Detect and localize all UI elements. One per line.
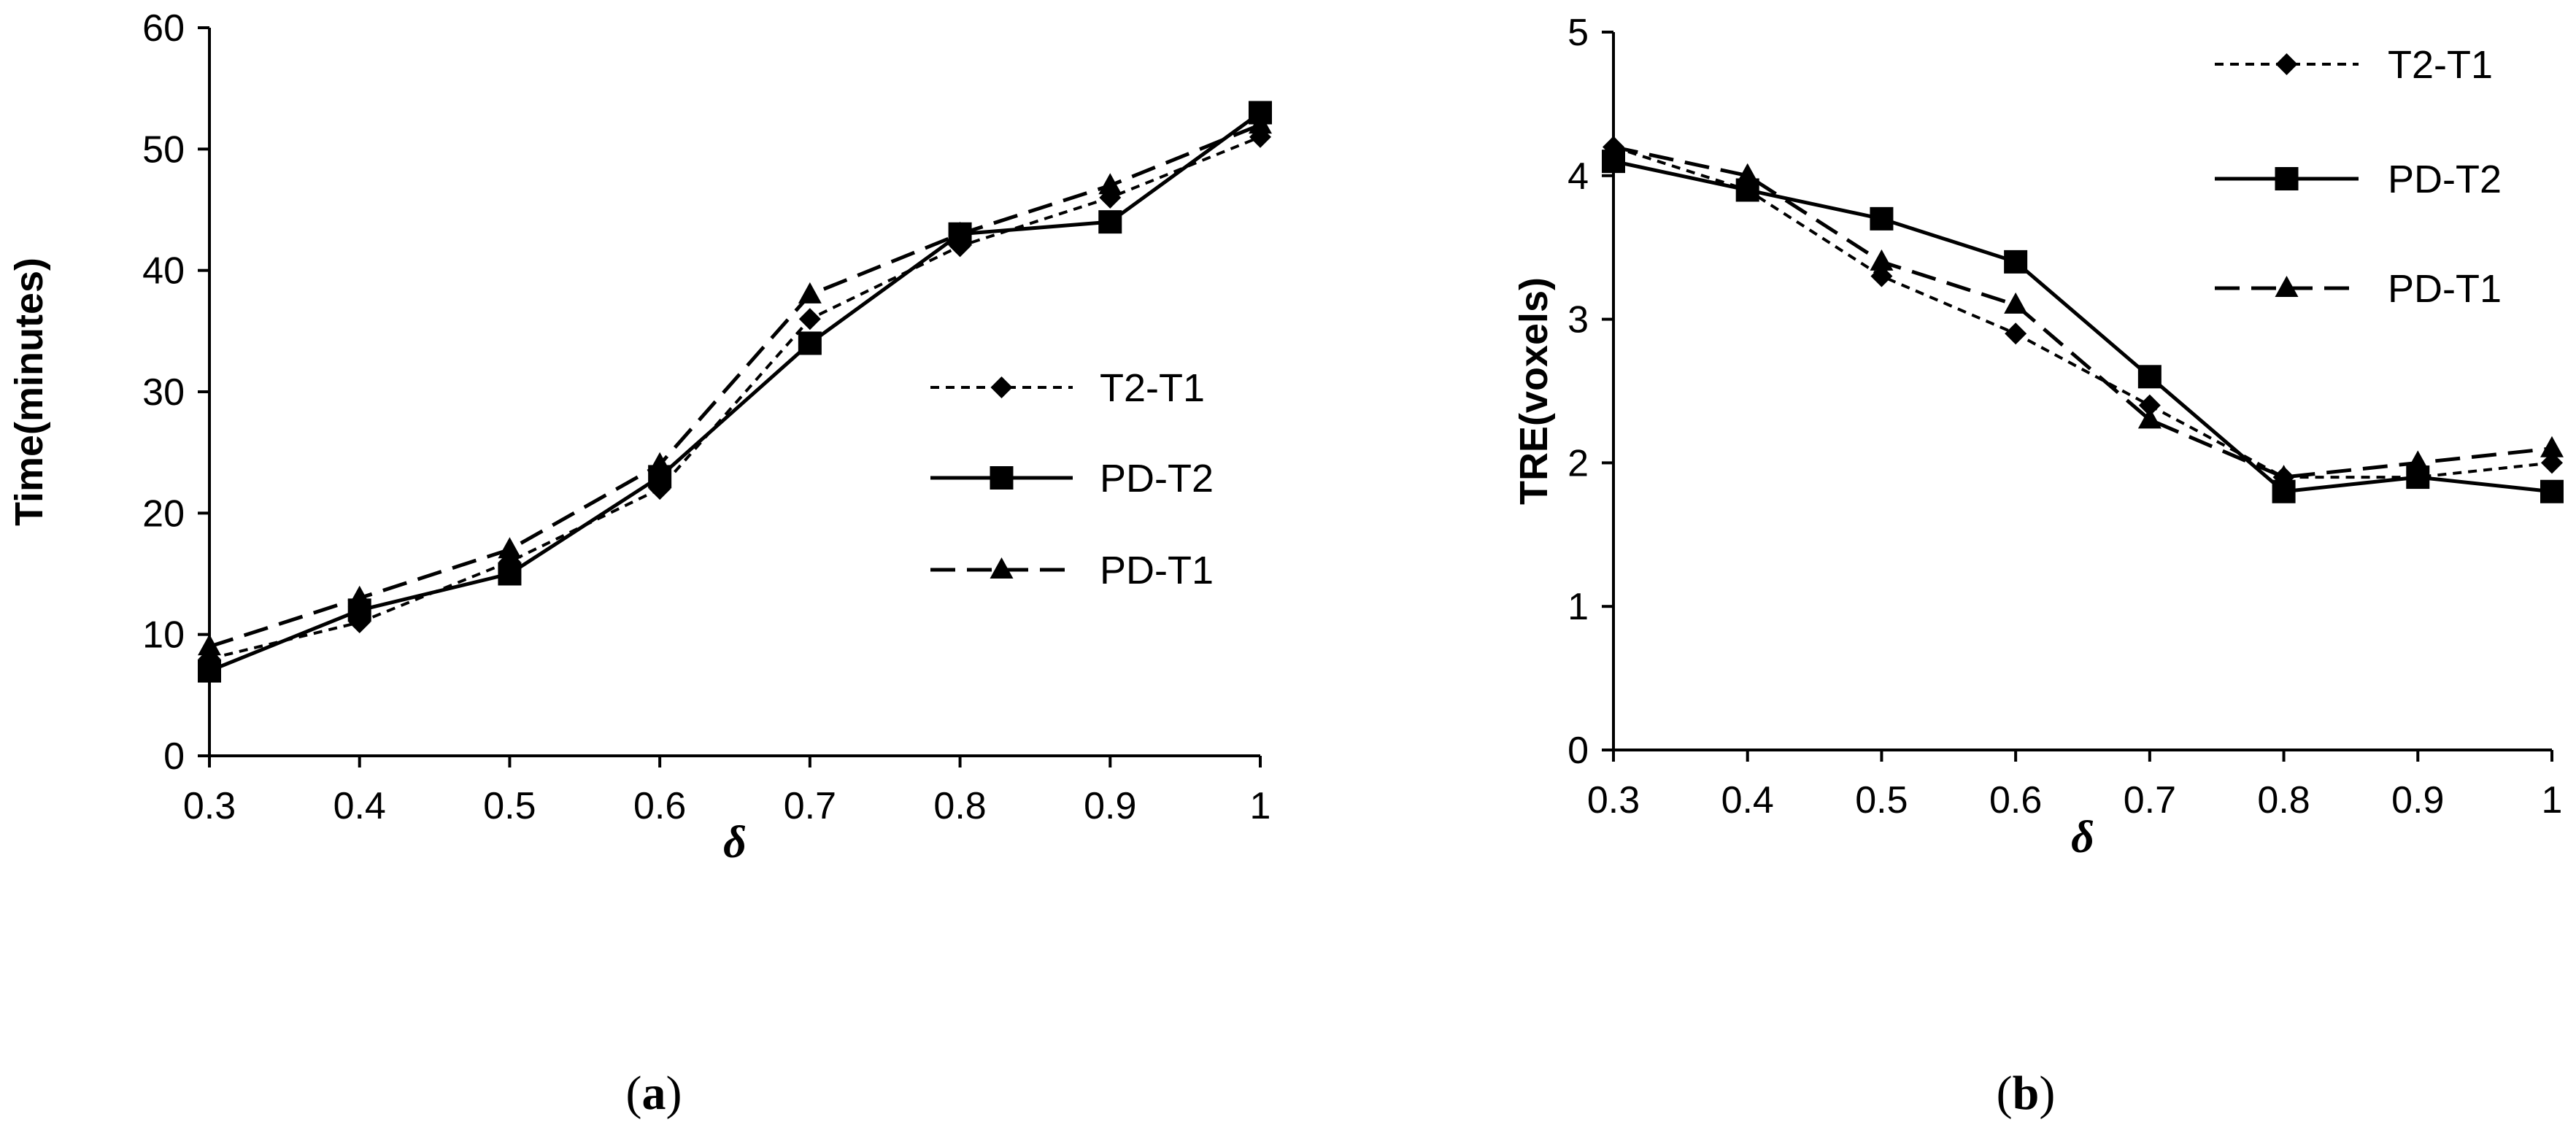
data-point-square xyxy=(2540,479,2564,503)
x-tick-label: 0.9 xyxy=(1084,785,1136,827)
data-point-diamond xyxy=(2541,452,2563,474)
panel-caption-b: (b) xyxy=(1997,1067,2056,1120)
x-tick-label: 0.3 xyxy=(183,785,236,827)
y-tick-label: 50 xyxy=(142,128,185,171)
y-tick-label: 0 xyxy=(163,735,185,778)
legend-marker-square xyxy=(2275,167,2299,190)
data-point-triangle xyxy=(1098,173,1122,195)
y-tick-label: 30 xyxy=(142,371,185,414)
series-PD-T1 xyxy=(1602,134,2564,487)
legend: T2-T1 PD-T2 PD-T1 xyxy=(2215,43,2502,311)
series-line xyxy=(209,111,1262,673)
legend-label: PD-T1 xyxy=(1100,549,1214,592)
series-line xyxy=(1613,159,2553,494)
legend-label: T2-T1 xyxy=(2388,43,2493,87)
legend-entry: PD-T2 xyxy=(930,457,1214,500)
data-point-triangle xyxy=(1870,249,1894,271)
y-tick-label: 5 xyxy=(1567,12,1589,54)
series-PD-T2 xyxy=(1602,150,2564,503)
x-tick-label: 0.8 xyxy=(933,785,986,827)
series-line xyxy=(209,123,1261,649)
chart-b: 0 1 2 3 4 5 0.3 0.4 0.5 0.6 0.7 0.8 0.9 1 TRE(voxels) δ… xyxy=(1512,12,2564,862)
x-tick-label: 1 xyxy=(2542,779,2563,821)
x-tick-label: 0.8 xyxy=(2257,779,2310,821)
series-PD-T1 xyxy=(198,112,1272,656)
y-tick-label: 1 xyxy=(1567,586,1589,628)
data-point-square xyxy=(198,659,221,683)
data-point-triangle xyxy=(498,537,522,559)
y-tick-label: 0 xyxy=(1567,730,1589,772)
data-point-diamond xyxy=(2005,322,2027,345)
legend-entry: T2-T1 xyxy=(930,366,1205,410)
x-tick-label: 0.4 xyxy=(1721,779,1774,821)
x-tick-label: 1 xyxy=(1250,785,1271,827)
legend-label: PD-T1 xyxy=(2388,267,2502,311)
data-point-square xyxy=(498,562,522,586)
data-point-triangle xyxy=(648,452,672,473)
data-point-triangle xyxy=(948,221,972,243)
data-point-diamond xyxy=(1870,265,1893,287)
data-point-triangle xyxy=(2272,465,2296,487)
x-axis-title: δ xyxy=(2071,813,2094,862)
y-tick-label: 3 xyxy=(1567,299,1589,341)
x-tick-label: 0.6 xyxy=(633,785,686,827)
legend-entry: PD-T1 xyxy=(2215,267,2502,311)
y-tick-label: 2 xyxy=(1567,442,1589,484)
legend-marker-diamond xyxy=(2275,53,2298,75)
y-tick-label: 60 xyxy=(142,7,185,50)
legend-marker-triangle xyxy=(990,557,1014,579)
y-axis-title: TRE(voxels) xyxy=(1512,277,1556,505)
series-line xyxy=(1613,144,2553,479)
panel-caption-a: (a) xyxy=(626,1067,682,1120)
legend-label: T2-T1 xyxy=(1100,366,1205,410)
legend-marker-diamond xyxy=(990,376,1013,398)
series-line xyxy=(1613,145,2553,479)
data-point-triangle xyxy=(1602,134,1625,156)
y-tick-label: 40 xyxy=(142,250,185,293)
data-point-triangle xyxy=(2004,292,2028,314)
legend-entry: PD-T1 xyxy=(930,549,1214,592)
legend-marker-triangle xyxy=(2275,276,2299,297)
y-tick-label: 10 xyxy=(142,614,185,657)
y-tick-label: 4 xyxy=(1567,155,1589,198)
legend-entry: T2-T1 xyxy=(2215,43,2493,87)
data-point-triangle xyxy=(2540,436,2564,457)
x-tick-label: 0.3 xyxy=(1587,779,1640,821)
x-axis-title: δ xyxy=(723,818,747,867)
legend-label: PD-T2 xyxy=(2388,158,2502,201)
legend-marker-square xyxy=(990,466,1014,490)
series-PD-T2 xyxy=(198,101,1272,683)
data-point-triangle xyxy=(198,634,221,656)
x-tick-label: 0.5 xyxy=(1855,779,1908,821)
data-point-square xyxy=(1098,210,1122,234)
x-tick-label: 0.7 xyxy=(784,785,836,827)
data-point-triangle xyxy=(1249,112,1272,134)
data-point-triangle xyxy=(2137,407,2162,429)
data-point-square xyxy=(2137,365,2162,389)
x-tick-label: 0.4 xyxy=(333,785,386,827)
data-point-triangle xyxy=(1735,163,1759,185)
data-point-square xyxy=(2004,250,2028,274)
data-point-triangle xyxy=(798,282,822,303)
legend: T2-T1 PD-T2 PD-T1 xyxy=(930,366,1214,592)
x-tick-label: 0.7 xyxy=(2124,779,2176,821)
data-point-square xyxy=(1870,206,1894,231)
legend-entry: PD-T2 xyxy=(2215,158,2502,201)
legend-label: PD-T2 xyxy=(1100,457,1214,500)
x-tick-label: 0.9 xyxy=(2391,779,2444,821)
data-point-triangle xyxy=(347,585,371,607)
data-point-diamond xyxy=(2138,394,2161,417)
y-tick-label: 20 xyxy=(142,492,185,535)
x-tick-label: 0.6 xyxy=(1989,779,2042,821)
data-point-square xyxy=(798,331,822,355)
x-tick-label: 0.5 xyxy=(483,785,536,827)
y-axis-title: Time(minutes) xyxy=(7,258,51,526)
data-point-triangle xyxy=(2406,450,2430,472)
data-point-diamond xyxy=(798,308,821,330)
chart-a: 0 10 20 30 40 50 60 0.3 0.4 0.5 0.6 0.7 0.8 0.9 1 Time(… xyxy=(7,7,1272,867)
